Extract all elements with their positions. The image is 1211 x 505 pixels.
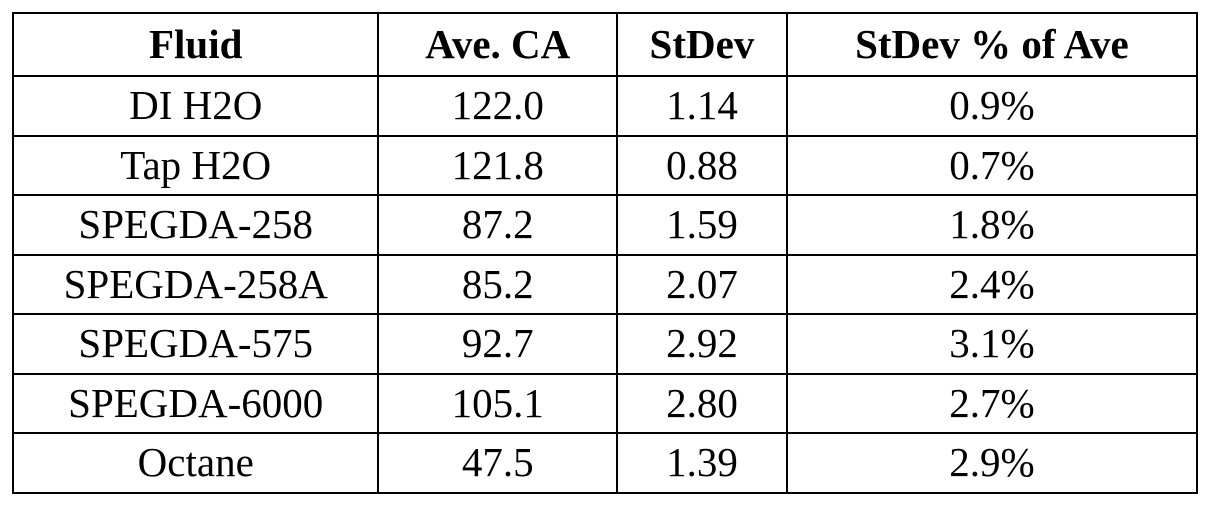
table-cell: SPEGDA-575	[13, 314, 378, 374]
table-cell: 2.92	[617, 314, 787, 374]
table-cell: 47.5	[378, 433, 617, 493]
table-cell: 92.7	[378, 314, 617, 374]
table-row: SPEGDA-258A85.22.072.4%	[13, 255, 1197, 315]
data-table: FluidAve. CAStDevStDev % of Ave DI H2O12…	[12, 12, 1198, 494]
header-row: FluidAve. CAStDevStDev % of Ave	[13, 13, 1197, 76]
table-cell: 122.0	[378, 76, 617, 136]
table-cell: Octane	[13, 433, 378, 493]
table-cell: 2.07	[617, 255, 787, 315]
table-cell: SPEGDA-258	[13, 195, 378, 255]
table-row: SPEGDA-57592.72.923.1%	[13, 314, 1197, 374]
table-cell: 2.80	[617, 374, 787, 434]
table-cell: 2.4%	[787, 255, 1197, 315]
table-cell: 0.7%	[787, 136, 1197, 196]
table-cell: 105.1	[378, 374, 617, 434]
table-row: SPEGDA-25887.21.591.8%	[13, 195, 1197, 255]
table-cell: 0.9%	[787, 76, 1197, 136]
header-cell: Fluid	[13, 13, 378, 76]
table-cell: 1.59	[617, 195, 787, 255]
table-row: Tap H2O121.80.880.7%	[13, 136, 1197, 196]
table-cell: 87.2	[378, 195, 617, 255]
table-cell: 1.14	[617, 76, 787, 136]
table-cell: 2.7%	[787, 374, 1197, 434]
table-body: DI H2O122.01.140.9%Tap H2O121.80.880.7%S…	[13, 76, 1197, 493]
table-cell: 0.88	[617, 136, 787, 196]
header-cell: StDev % of Ave	[787, 13, 1197, 76]
header-cell: StDev	[617, 13, 787, 76]
table-cell: SPEGDA-258A	[13, 255, 378, 315]
table-cell: 2.9%	[787, 433, 1197, 493]
table-cell: DI H2O	[13, 76, 378, 136]
table-cell: 1.39	[617, 433, 787, 493]
table-cell: 1.8%	[787, 195, 1197, 255]
table-row: Octane47.51.392.9%	[13, 433, 1197, 493]
table-cell: SPEGDA-6000	[13, 374, 378, 434]
table-cell: Tap H2O	[13, 136, 378, 196]
table-row: SPEGDA-6000105.12.802.7%	[13, 374, 1197, 434]
table-cell: 3.1%	[787, 314, 1197, 374]
header-cell: Ave. CA	[378, 13, 617, 76]
table-cell: 121.8	[378, 136, 617, 196]
table-cell: 85.2	[378, 255, 617, 315]
table-row: DI H2O122.01.140.9%	[13, 76, 1197, 136]
